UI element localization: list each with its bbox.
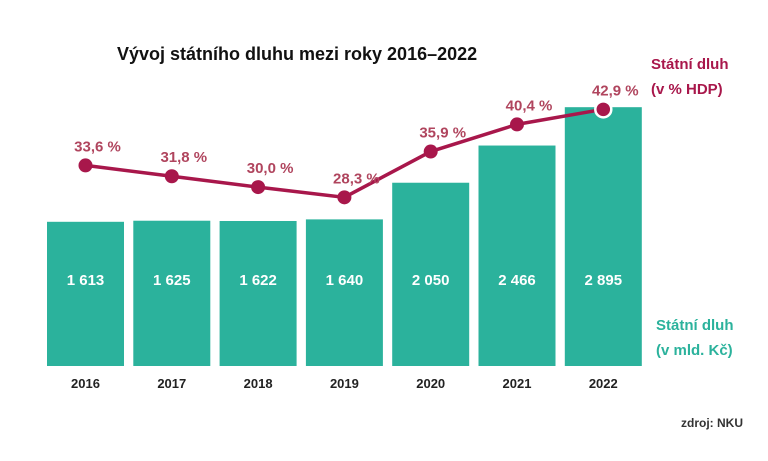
x-tick-label: 2020 <box>416 376 445 391</box>
line-value-label: 35,9 % <box>419 125 466 142</box>
bar-2022 <box>564 107 642 366</box>
bar-value-label: 1 625 <box>153 272 191 289</box>
line-point-2021 <box>510 117 524 132</box>
legend-bar-unit: (v mld. Kč) <box>656 342 733 359</box>
line-point-2019 <box>337 190 352 205</box>
x-tick-label: 2021 <box>503 376 532 391</box>
source-note: zdroj: NKU <box>681 416 743 430</box>
x-tick-label: 2016 <box>71 376 100 391</box>
line-point-2017 <box>164 169 179 184</box>
legend-bar: Státní dluh (v mld. Kč) <box>656 313 734 363</box>
x-tick-label: 2018 <box>244 376 273 391</box>
bar-value-label: 1 640 <box>326 272 364 289</box>
bar-value-label: 2 466 <box>498 272 536 289</box>
bar-2018 <box>219 220 297 366</box>
line-point-2016 <box>78 158 93 173</box>
bar-2021 <box>478 145 556 366</box>
line-point-2022 <box>594 100 613 119</box>
x-tick-label: 2022 <box>589 376 618 391</box>
bar-value-label: 1 613 <box>67 272 105 289</box>
line-value-label: 42,9 % <box>592 82 639 99</box>
line-point-2018 <box>251 180 266 195</box>
bar-2019 <box>305 219 383 366</box>
bar-value-label: 2 895 <box>585 272 623 289</box>
legend-line-label: Státní dluh <box>651 56 729 73</box>
legend-bar-label: Státní dluh <box>656 317 734 334</box>
legend-line-unit: (v % HDP) <box>651 81 723 98</box>
legend-line: Státní dluh (v % HDP) <box>651 52 729 102</box>
bar-2016 <box>47 221 124 366</box>
chart-title: Vývoj státního dluhu mezi roky 2016–2022 <box>117 44 478 64</box>
bar-value-label: 1 622 <box>239 272 277 289</box>
x-tick-label: 2017 <box>157 376 186 391</box>
bar-value-label: 2 050 <box>412 272 450 289</box>
line-point-2020 <box>423 144 438 159</box>
bar-2020 <box>392 182 470 366</box>
line-value-label: 28,3 % <box>333 170 380 187</box>
x-tick-label: 2019 <box>330 376 359 391</box>
line-value-label: 40,4 % <box>506 97 553 114</box>
line-value-label: 30,0 % <box>247 160 294 177</box>
line-value-label: 31,8 % <box>160 149 207 166</box>
line-value-label: 33,6 % <box>74 138 121 155</box>
bar-2017 <box>133 220 211 366</box>
